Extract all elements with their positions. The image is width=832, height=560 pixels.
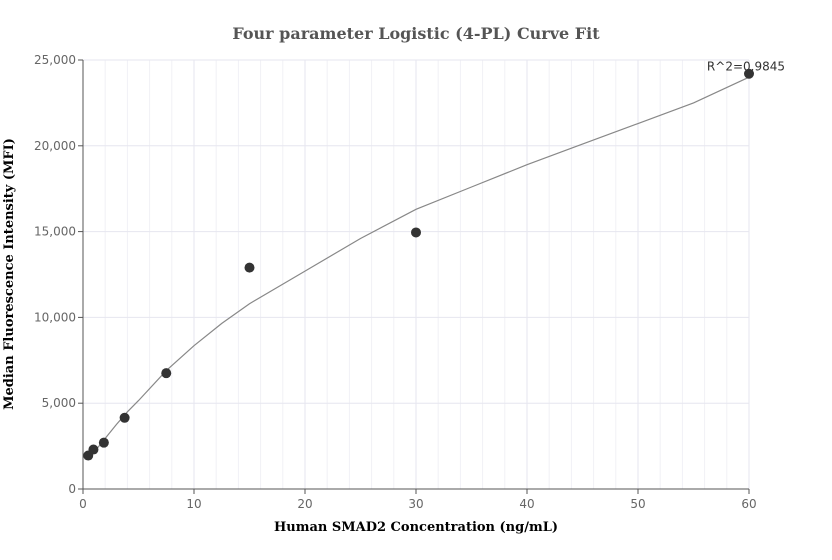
x-tick-label: 20	[297, 497, 312, 511]
x-axis-label: Human SMAD2 Concentration (ng/mL)	[274, 520, 558, 535]
x-ticks: 0 10 20 30 40 50 60	[79, 489, 757, 511]
data-point	[161, 368, 172, 379]
x-tick-label: 50	[630, 497, 645, 511]
data-point	[119, 412, 130, 423]
x-tick-label: 10	[186, 497, 201, 511]
x-tick-label: 60	[741, 497, 756, 511]
r-squared-annotation: R^2=0.9845	[707, 60, 785, 74]
fit-curve	[87, 76, 750, 461]
y-tick-label: 0	[68, 482, 76, 496]
data-point	[411, 227, 421, 238]
y-axis-label: Median Fluorescence Intensity (MFI)	[2, 138, 17, 410]
x-tick-label: 30	[408, 497, 423, 511]
y-tick-label: 5,000	[42, 396, 76, 410]
data-point	[98, 437, 109, 448]
data-point	[88, 444, 99, 455]
x-tick-label: 0	[79, 497, 87, 511]
grid	[83, 59, 750, 489]
data-point	[744, 68, 754, 79]
y-ticks: 0 5,000 10,000 15,000 20,000 25,000	[34, 53, 83, 496]
y-tick-label: 25,000	[34, 53, 76, 67]
data-point	[244, 262, 255, 273]
chart-title: Four parameter Logistic (4-PL) Curve Fit	[232, 24, 600, 43]
data-points	[83, 68, 754, 461]
y-tick-label: 15,000	[34, 225, 76, 239]
y-tick-label: 10,000	[34, 310, 76, 324]
y-tick-label: 20,000	[34, 139, 76, 153]
x-tick-label: 40	[519, 497, 534, 511]
